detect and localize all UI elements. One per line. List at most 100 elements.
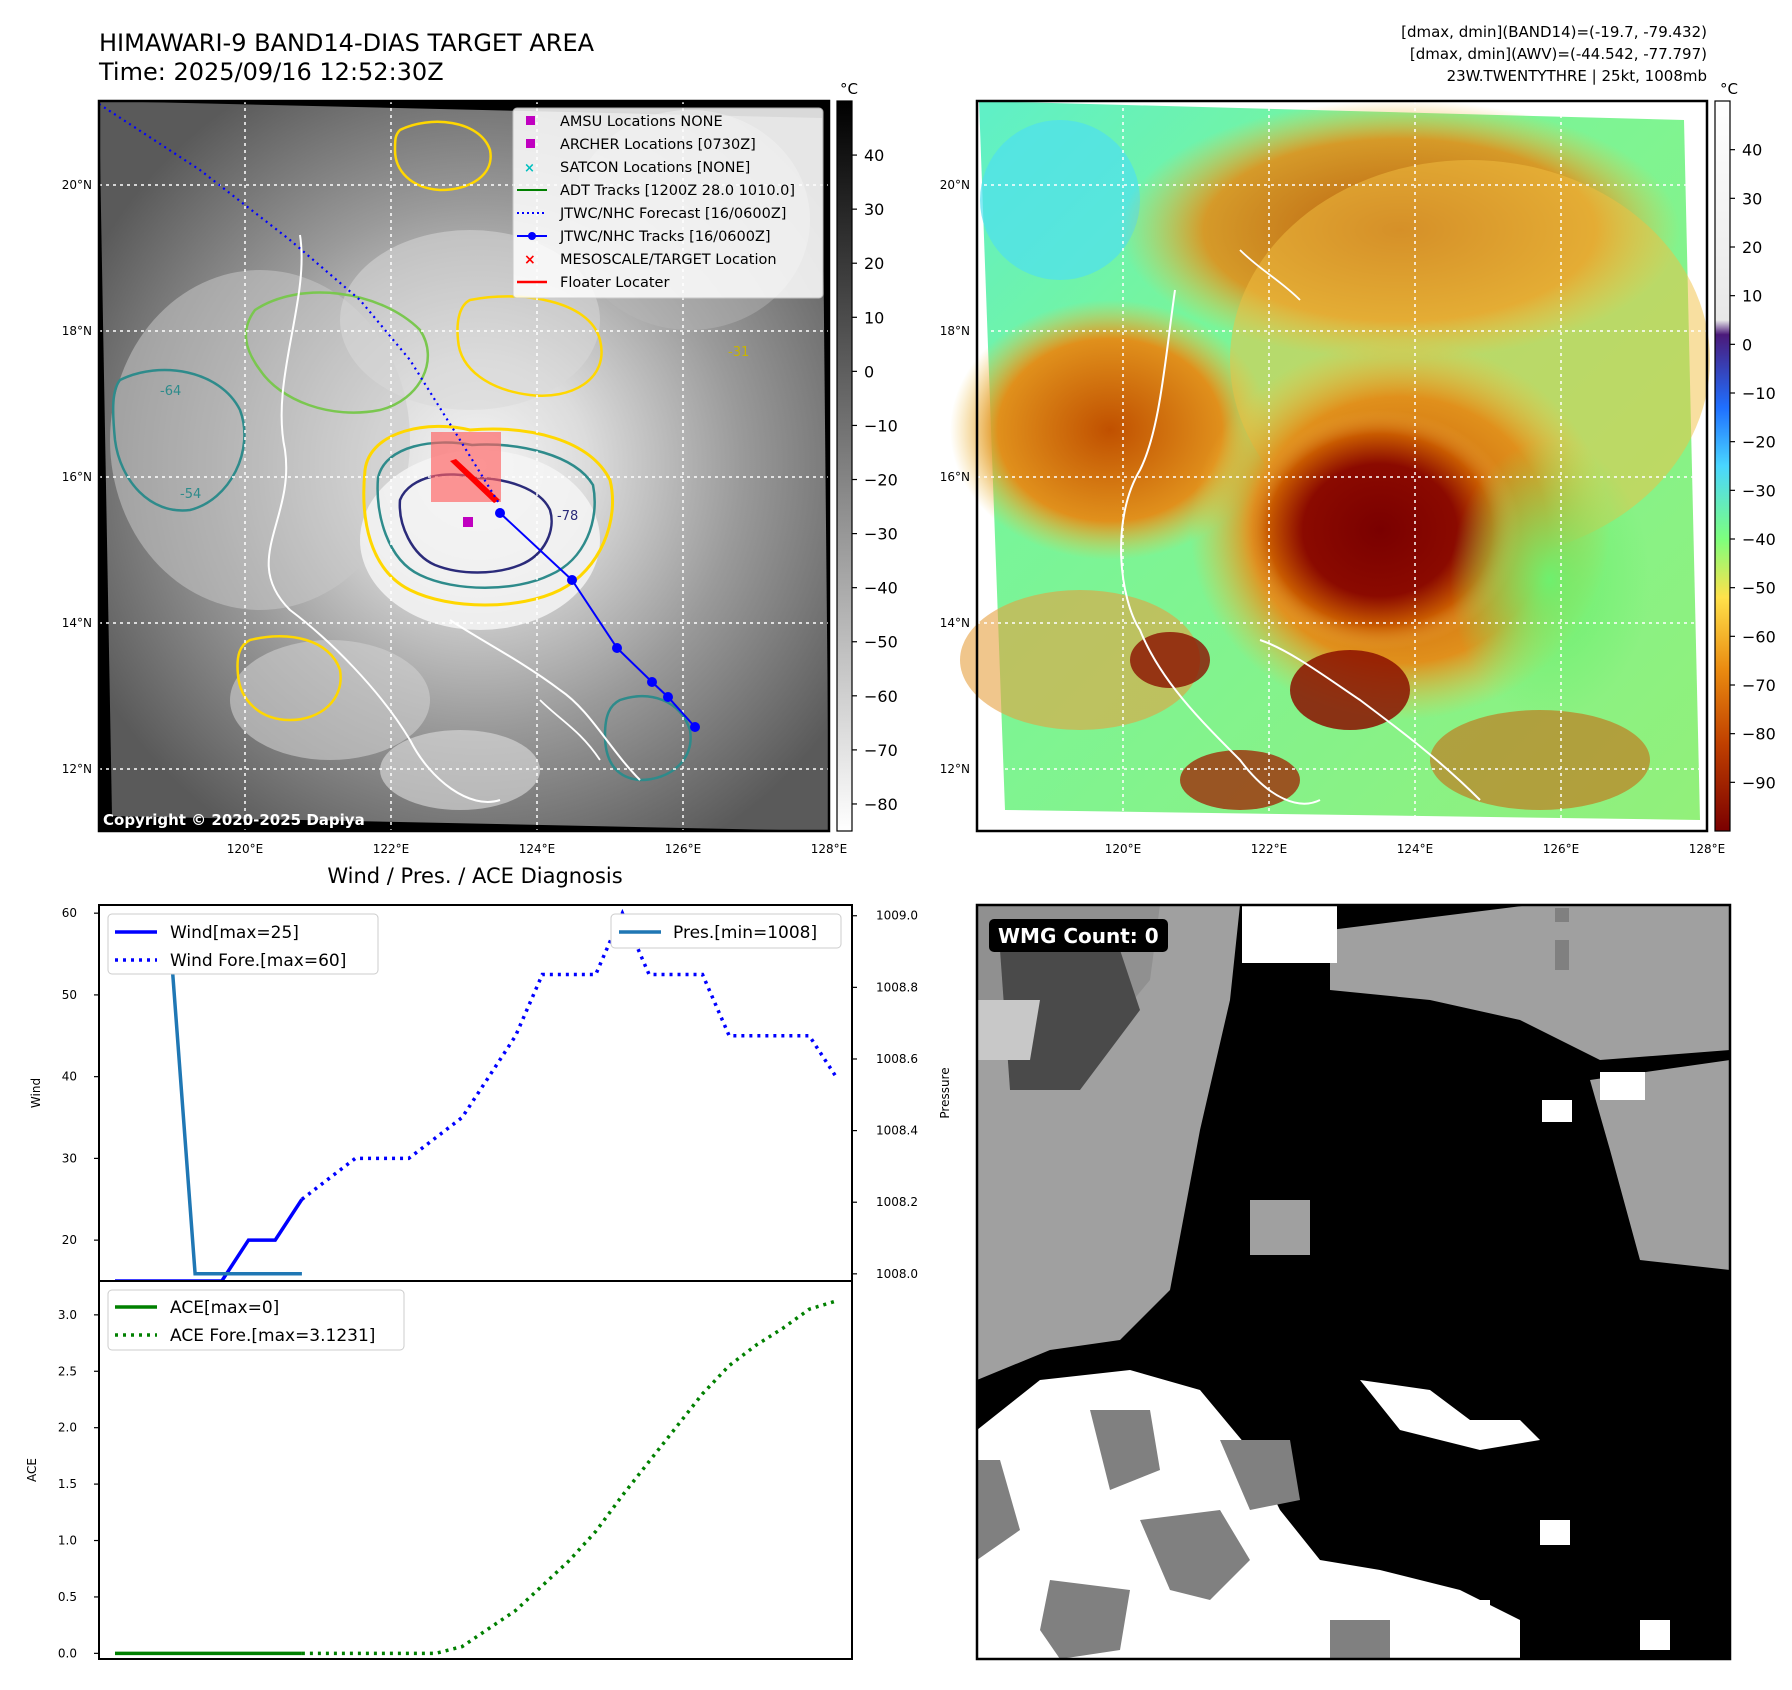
colorbar-tick-label: −50 [1742, 579, 1776, 598]
info-line-band14: [dmax, dmin](BAND14)=(-19.7, -79.432) [1401, 23, 1707, 41]
colorbar-tick-label: −60 [1742, 627, 1776, 646]
ace-forecast-line [301, 1299, 837, 1656]
lon-label: 122°E [373, 842, 410, 856]
y-tick-label: 1.0 [58, 1534, 77, 1548]
lon-label: 124°E [519, 842, 556, 856]
y-tick-label: 50 [62, 988, 77, 1002]
lat-label: 14°N [940, 616, 970, 630]
wind-pressure-chart: 20 30 40 50 60 1008.0 1008.2 1008.4 1008.6 1008.… [29, 904, 952, 1283]
map-band14: -31 -54 -64 -78 × × [97, 99, 831, 833]
y-tick-label: 30 [62, 1151, 77, 1165]
diagnosis-title: Wind / Pres. / ACE Diagnosis [327, 864, 622, 888]
legend-archer: ARCHER Locations [0730Z] [560, 137, 756, 153]
colorbar-tick-label: 10 [1742, 287, 1762, 306]
colorbar-tick-label: 0 [1742, 335, 1752, 354]
colorbar-tick-label: 0 [864, 362, 874, 381]
svg-text:×: × [524, 161, 535, 176]
colorbar-tick-label: −70 [1742, 676, 1776, 695]
map-awv [950, 99, 1710, 833]
colorbar-tick-label: −20 [1742, 433, 1776, 452]
lat-label: 14°N [62, 616, 92, 630]
colorbar-tick-label: 20 [864, 254, 884, 273]
legend-ace: ACE[max=0] [170, 1298, 279, 1318]
legend-pressure: Pres.[min=1008] [673, 923, 817, 943]
contour-label: -78 [557, 509, 578, 524]
pressure-legend: Pres.[min=1008] [610, 913, 842, 949]
wmg-count-label: WMG Count: 0 [998, 924, 1159, 948]
colorbar-tick-label: −40 [864, 579, 898, 598]
lon-label: 126°E [1543, 842, 1580, 856]
archer-location-marker [463, 517, 473, 527]
y-tick-label: 0.0 [58, 1646, 77, 1660]
colorbar-tick-label: −70 [864, 741, 898, 760]
legend-amsu: AMSU Locations NONE [560, 114, 723, 130]
legend-adt: ADT Tracks [1200Z 28.0 1010.0] [560, 183, 795, 199]
legend-wind: Wind[max=25] [170, 923, 299, 943]
y-tick-label: 2.0 [58, 1421, 77, 1435]
y-tick-label: 1009.0 [876, 909, 918, 923]
colorbar-tick-label: 40 [1742, 141, 1762, 160]
lat-label: 20°N [940, 178, 970, 192]
svg-text:×: × [524, 252, 536, 268]
figure-title: HIMAWARI-9 BAND14-DIAS TARGET AREA [99, 29, 595, 57]
colorbar-unit: °C [840, 80, 858, 98]
wmg-panel: WMG Count: 0 [975, 903, 1732, 1661]
map-band14-axis-labels: 20°N 18°N 16°N 14°N 12°N 120°E 122°E 124… [62, 178, 848, 856]
wind-legend: Wind[max=25] Wind Fore.[max=60] [107, 913, 379, 975]
floater-locater [450, 459, 500, 503]
y-tick-label: 40 [62, 1070, 77, 1084]
y-tick-label: 1008.6 [876, 1052, 918, 1066]
map-legend: × × AMSU Locations NONE ARCHER Locations… [512, 107, 824, 299]
info-line-storm: 23W.TWENTYTHRE | 25kt, 1008mb [1447, 67, 1707, 85]
lon-label: 126°E [665, 842, 702, 856]
colorbar-tick-label: −80 [1742, 725, 1776, 744]
lon-label: 124°E [1397, 842, 1434, 856]
y-tick-label: 1008.8 [876, 980, 918, 994]
colorbar-tick-label: −50 [864, 633, 898, 652]
legend-jtwc-tracks: JTWC/NHC Tracks [16/0600Z] [559, 229, 771, 245]
lat-label: 12°N [62, 762, 92, 776]
lon-label: 128°E [811, 842, 848, 856]
colorbar-unit: °C [1720, 80, 1738, 98]
lat-label: 16°N [940, 470, 970, 484]
colorbar-band14: °C 40 30 20 10 0 −10 −20 −30 −40 −50 −60 −70 −80 [836, 80, 898, 832]
wind-axis-label: Wind [29, 1078, 43, 1108]
jtwc-forecast-track [98, 103, 501, 506]
lon-label: 120°E [227, 842, 264, 856]
ace-legend: ACE[max=0] ACE Fore.[max=3.1231] [107, 1289, 405, 1351]
copyright-text: Copyright © 2020-2025 Dapiya [103, 811, 365, 829]
colorbar-tick-label: 30 [864, 200, 884, 219]
y-tick-label: 1008.4 [876, 1124, 918, 1138]
contour-label: -31 [728, 345, 749, 360]
lon-label: 122°E [1251, 842, 1288, 856]
lat-label: 18°N [940, 324, 970, 338]
jtwc-best-track [499, 512, 696, 728]
colorbar-tick-label: −90 [1742, 773, 1776, 792]
lat-label: 12°N [940, 762, 970, 776]
colorbar-tick-label: 40 [864, 146, 884, 165]
map-awv-axis-labels: 20°N 18°N 16°N 14°N 12°N 120°E 122°E 124… [940, 178, 1726, 856]
colorbar-tick-label: −80 [864, 795, 898, 814]
colorbar-tick-label: −10 [1742, 384, 1776, 403]
colorbar-tick-label: −20 [864, 471, 898, 490]
colorbar-awv: °C 40 30 20 10 0 −10 −20 −30 −40 −50 −60 −70 −80 −90 [1714, 80, 1776, 832]
pressure-axis-label: Pressure [938, 1067, 952, 1118]
colorbar-tick-label: −30 [1742, 481, 1776, 500]
lat-label: 20°N [62, 178, 92, 192]
legend-wind-forecast: Wind Fore.[max=60] [170, 951, 346, 971]
legend-jtwc-forecast: JTWC/NHC Forecast [16/0600Z] [559, 206, 786, 222]
legend-satcon: SATCON Locations [NONE] [560, 160, 750, 176]
lon-label: 128°E [1689, 842, 1726, 856]
contour-label: -54 [180, 487, 201, 502]
y-tick-label: 20 [62, 1233, 77, 1247]
lat-label: 18°N [62, 324, 92, 338]
info-line-awv: [dmax, dmin](AWV)=(-44.542, -77.797) [1410, 45, 1707, 63]
colorbar-tick-label: 10 [864, 308, 884, 327]
ace-axis-label: ACE [25, 1458, 39, 1482]
y-tick-label: 60 [62, 906, 77, 920]
ace-chart: 0.0 0.5 1.0 1.5 2.0 2.5 3.0 ACE ACE[max=0] ACE… [25, 1280, 853, 1660]
y-tick-label: 0.5 [58, 1590, 77, 1604]
y-tick-label: 1008.0 [876, 1267, 918, 1281]
y-tick-label: 1008.2 [876, 1195, 918, 1209]
